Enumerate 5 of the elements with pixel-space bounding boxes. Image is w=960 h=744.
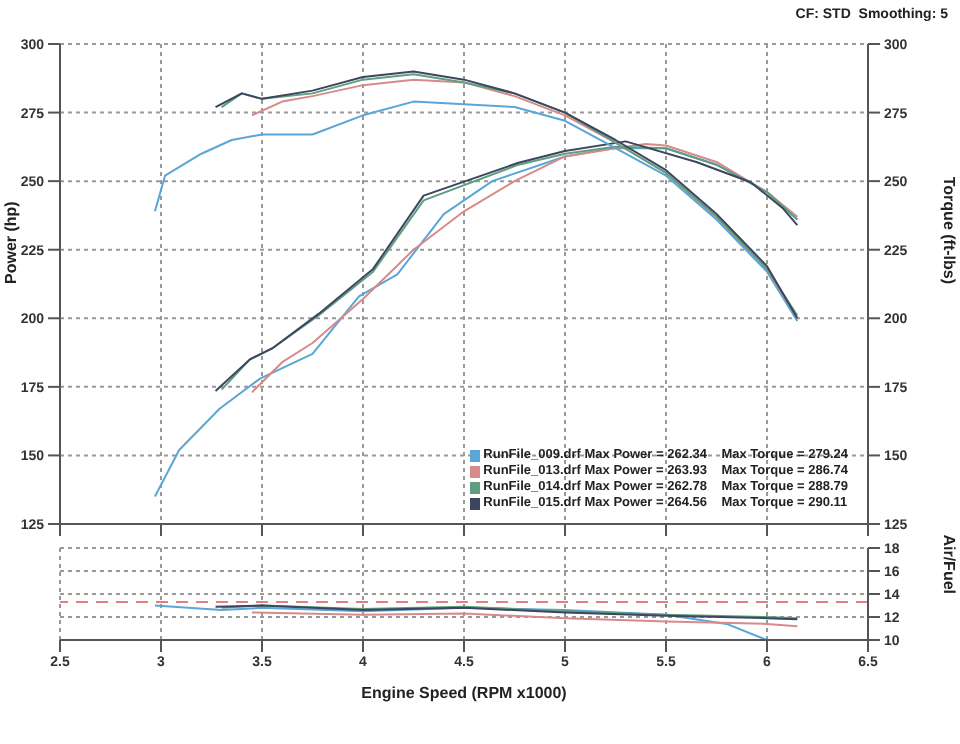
y2-axis-title: Torque (ft-lbs) [940,176,959,285]
line-series [250,611,799,628]
y-axis-title: Power (hp) [1,200,20,284]
y2-axis-title: Air/Fuel [940,534,959,594]
x-axis-title: Engine Speed (RPM x1000) [361,684,568,702]
